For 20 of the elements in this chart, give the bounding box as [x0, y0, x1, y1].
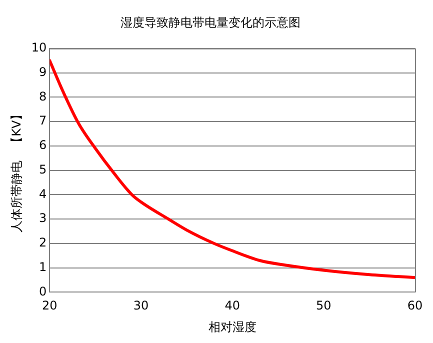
y-tick-label: 0 [39, 284, 47, 298]
y-tick-label: 1 [39, 260, 47, 274]
y-tick-label: 8 [39, 89, 47, 104]
x-tick-label: 40 [224, 298, 240, 313]
y-tick-label: 9 [39, 64, 47, 79]
y-axis-title: 人体所帯静电 【KV】 [9, 108, 24, 232]
x-tick-label: 30 [133, 298, 149, 313]
y-tick-label: 7 [39, 114, 47, 128]
x-tick-label: 20 [42, 298, 58, 313]
y-tick-label: 10 [31, 40, 47, 55]
chart-title: 湿度导致静电带电量变化的示意图 [120, 15, 300, 30]
line-series [50, 59, 415, 280]
y-tick-label: 4 [39, 186, 47, 201]
y-tick-label: 5 [39, 162, 47, 176]
x-tick-label: 60 [407, 298, 423, 313]
y-tick-label: 2 [39, 236, 47, 250]
x-tick-label: 50 [316, 298, 332, 313]
x-axis-title: 相对湿度 [208, 320, 256, 334]
y-tick-label: 3 [39, 211, 47, 226]
y-tick-label: 6 [39, 138, 47, 152]
